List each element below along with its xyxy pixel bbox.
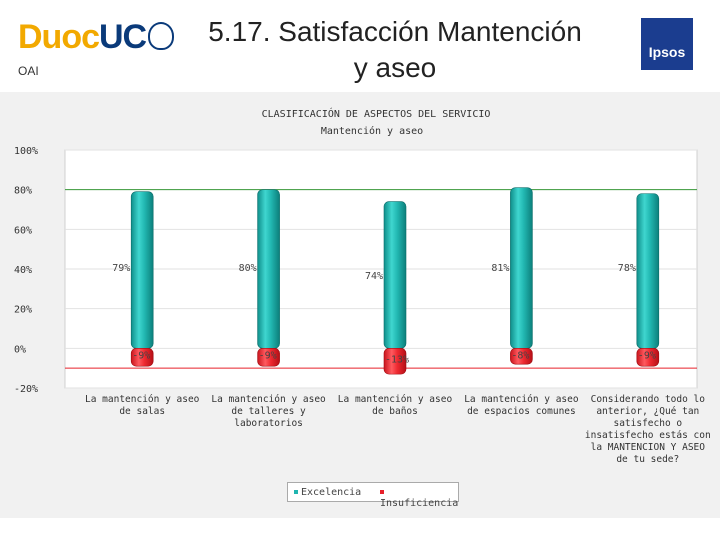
chart-canvas: CLASIFICACIÓN DE ASPECTOS DEL SERVICIO M…	[14, 107, 711, 465]
y-tick-label: 0%	[14, 344, 26, 355]
ipsos-logo-text: Ipsos	[648, 44, 686, 60]
grid-lines	[65, 149, 697, 389]
category-label: La mantención y aseo	[85, 394, 200, 405]
y-tick-label: 100%	[14, 146, 38, 157]
category-label: de baños	[372, 406, 418, 417]
category-label: laboratorios	[234, 418, 303, 429]
bar	[257, 189, 280, 349]
category-label: La mantención y aseo	[338, 394, 453, 405]
legend-item-insuficiencia: Insuficiencia	[380, 487, 458, 509]
data-label: -8%	[511, 350, 529, 361]
data-label: 80%	[239, 263, 257, 274]
slide-header: DuocUC OAI 5.17. Satisfacción Mantención…	[0, 0, 720, 92]
category-label: La mantención y aseo	[211, 394, 326, 405]
labels-group: 100% 80% 60% 40% 20% 0% -20% 79% 80% 74% 81% 78% -9%…	[14, 146, 711, 465]
uc-seal-icon	[148, 22, 174, 50]
legend-swatch-insuficiencia	[380, 490, 384, 494]
bar	[130, 348, 154, 367]
legend-label-insuficiencia: Insuficiencia	[380, 498, 459, 509]
legend-item-excelencia: Excelencia	[294, 487, 361, 498]
bar	[510, 348, 533, 365]
bar	[130, 191, 154, 349]
category-label: de tu sede?	[616, 454, 679, 465]
slide-title-line1: 5.17. Satisfacción Mantención	[208, 16, 582, 47]
bar	[257, 348, 280, 367]
bar	[383, 348, 407, 375]
data-label: -9%	[132, 350, 150, 361]
category-label: Considerando todo lo	[591, 394, 706, 405]
y-tick-label: 80%	[14, 186, 32, 197]
bar	[383, 201, 407, 349]
logo-duoc-text: Duoc	[18, 18, 100, 56]
data-label: 74%	[365, 271, 383, 282]
category-label: anterior, ¿Qué tan	[596, 406, 699, 417]
category-label: satisfecho o	[613, 418, 682, 429]
chart-title: CLASIFICACIÓN DE ASPECTOS DEL SERVICIO	[262, 107, 491, 120]
legend: Excelencia Insuficiencia	[287, 482, 459, 509]
y-tick-label: 20%	[14, 305, 32, 316]
slide-title: 5.17. Satisfacción Mantención y aseo	[180, 14, 610, 86]
y-tick-label: 40%	[14, 265, 32, 276]
data-label: -13%	[385, 354, 409, 365]
slide-title-line2: y aseo	[353, 52, 437, 83]
category-label: de espacios comunes	[467, 406, 576, 417]
bar	[636, 348, 660, 367]
bars-group	[130, 187, 660, 375]
category-label: La mantención y aseo	[464, 394, 579, 405]
category-label: insatisfecho estás con	[585, 430, 711, 441]
ipsos-logo	[641, 18, 693, 70]
oai-label: OAI	[18, 64, 39, 78]
data-label: 78%	[618, 263, 636, 274]
legend-swatch-excelencia	[294, 490, 298, 494]
category-label: de talleres y	[231, 406, 306, 417]
bar	[636, 193, 660, 349]
data-label: 81%	[491, 263, 509, 274]
duoc-uc-logo: DuocUC	[18, 18, 147, 57]
legend-label-excelencia: Excelencia	[301, 487, 362, 498]
logo-uc-text: UC	[99, 18, 147, 56]
data-label: 79%	[112, 263, 130, 274]
bar	[510, 187, 533, 349]
data-label: -9%	[638, 350, 656, 361]
category-label: la MANTENCION Y ASEO	[591, 442, 706, 453]
chart-subtitle: Mantención y aseo	[321, 125, 423, 137]
y-tick-label: 60%	[14, 225, 32, 236]
y-tick-label: -20%	[14, 384, 38, 395]
category-label: de salas	[119, 406, 165, 417]
data-label: -9%	[259, 350, 277, 361]
